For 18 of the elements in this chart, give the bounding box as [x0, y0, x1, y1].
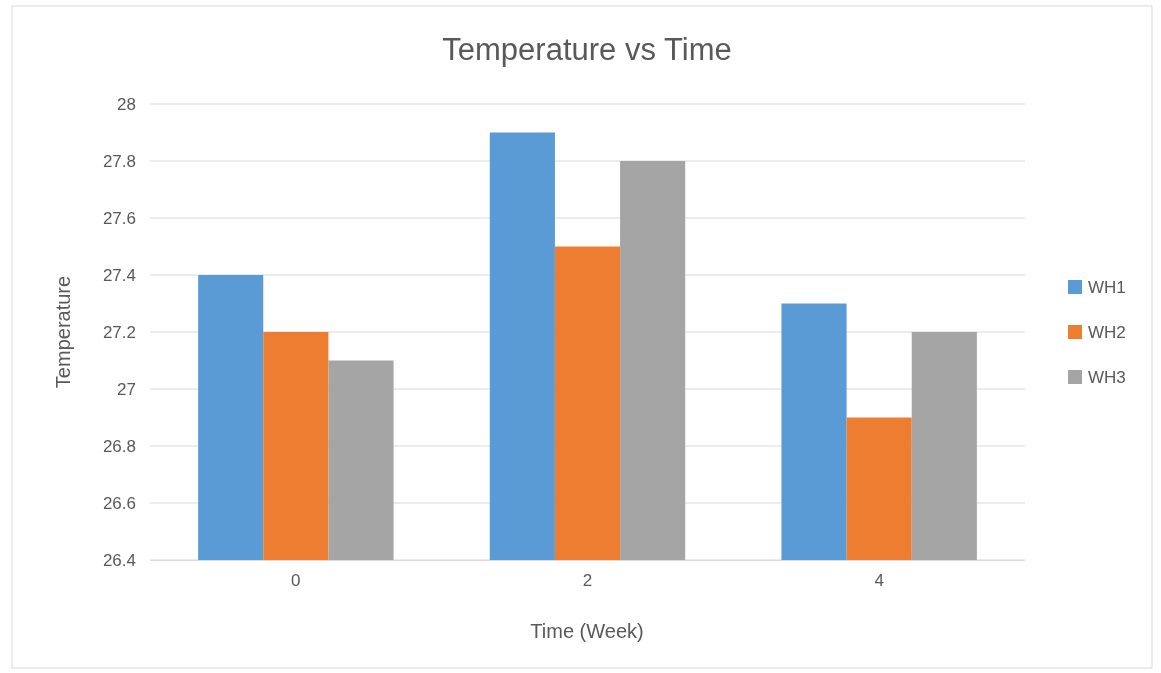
y-tick-label: 27.8: [102, 151, 136, 171]
x-tick-label: 2: [582, 571, 593, 591]
y-tick-label: 26.4: [102, 550, 136, 570]
legend-label: WH1: [1088, 278, 1126, 297]
x-axis-title: Time (Week): [530, 620, 644, 642]
legend-label: WH2: [1088, 323, 1126, 342]
x-tick-label: 4: [874, 571, 884, 591]
y-tick-label: 27.6: [102, 208, 136, 228]
y-tick-label: 26.6: [102, 493, 136, 513]
y-axis-title: Temperature: [52, 275, 74, 389]
y-tick-label: 28: [117, 94, 136, 114]
y-tick-label: 27.2: [102, 322, 136, 342]
x-tick-label: 0: [291, 571, 301, 591]
y-tick-label: 27.4: [102, 265, 136, 285]
y-tick-label: 26.8: [102, 436, 136, 456]
y-tick-label: 27: [117, 379, 136, 399]
chart-title: Temperature vs Time: [442, 32, 732, 67]
legend-label: WH3: [1088, 368, 1126, 387]
